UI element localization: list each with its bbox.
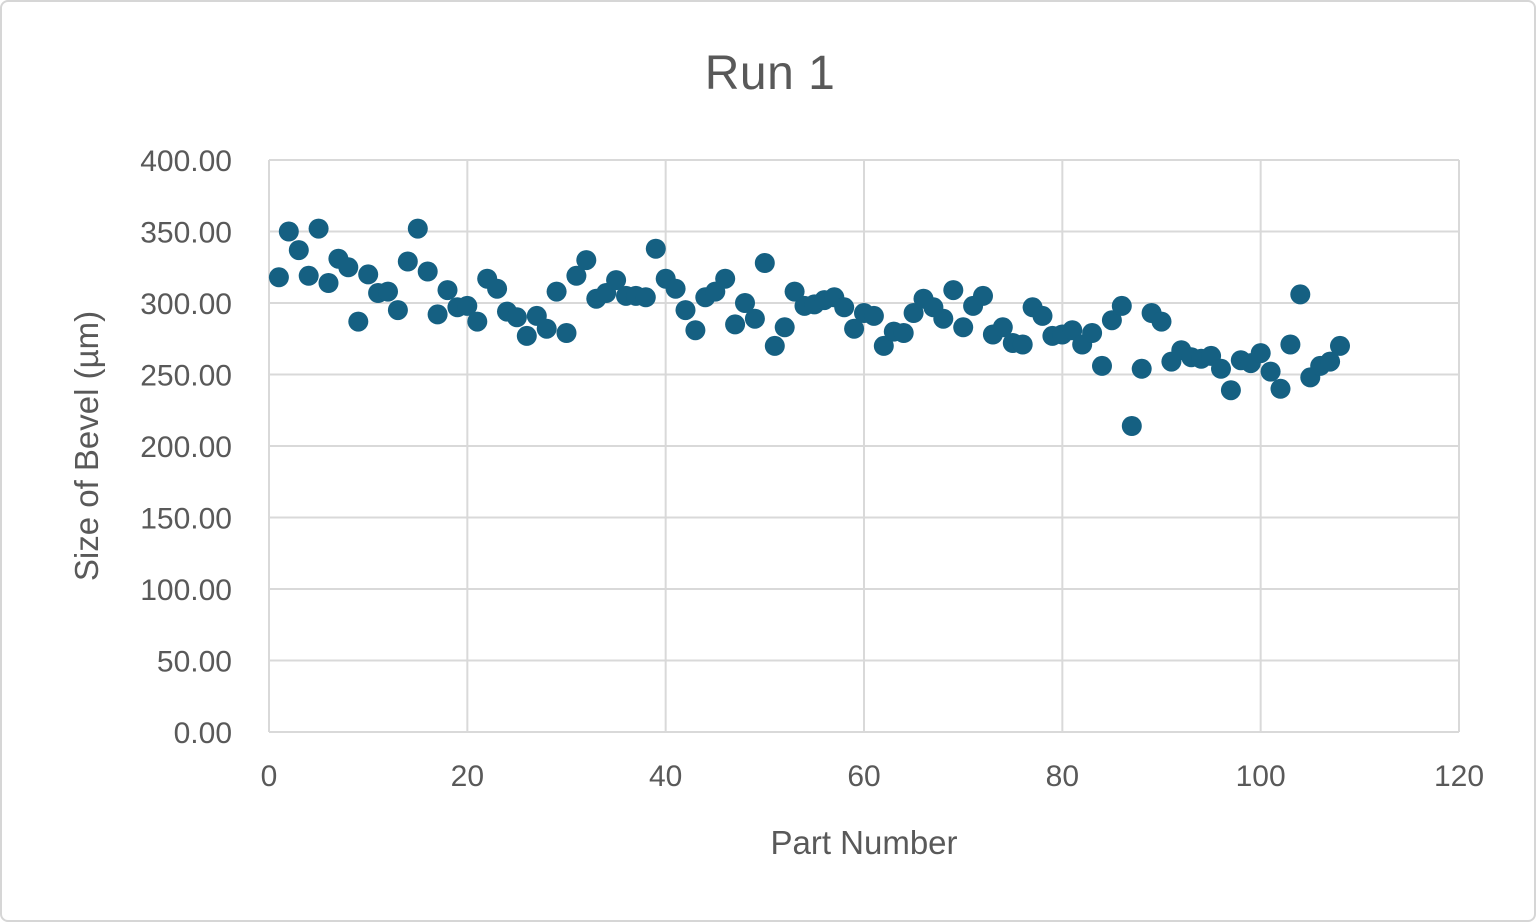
- data-point: [1250, 343, 1271, 364]
- data-point: [893, 323, 914, 343]
- data-point: [764, 335, 785, 356]
- data-point: [1280, 334, 1301, 355]
- data-point: [427, 304, 448, 325]
- data-point: [516, 325, 537, 346]
- data-point: [863, 305, 884, 326]
- data-point: [665, 278, 686, 299]
- y-tick-label: 150.00: [140, 503, 232, 536]
- data-point: [1032, 305, 1053, 326]
- data-point: [844, 318, 865, 339]
- data-point: [685, 320, 706, 341]
- data-point: [338, 257, 359, 278]
- data-point: [1082, 323, 1103, 343]
- data-point: [536, 318, 557, 339]
- data-point: [1151, 311, 1172, 332]
- x-tick-label: 80: [1046, 760, 1079, 793]
- data-point: [1121, 416, 1142, 436]
- data-point: [387, 300, 408, 321]
- data-point: [298, 265, 319, 286]
- data-point: [546, 281, 567, 302]
- data-point: [1320, 351, 1341, 372]
- x-tick-label: 0: [261, 760, 278, 793]
- y-tick-label: 50.00: [157, 646, 232, 679]
- data-point: [437, 280, 458, 301]
- data-point: [566, 265, 587, 286]
- data-point: [457, 295, 478, 316]
- data-point: [725, 314, 746, 335]
- data-point: [288, 240, 309, 261]
- y-tick-label: 200.00: [140, 431, 232, 464]
- data-point: [606, 270, 627, 291]
- data-point: [1220, 380, 1241, 401]
- chart-title: Run 1: [704, 47, 836, 100]
- data-point: [834, 297, 855, 318]
- x-tick-label: 20: [451, 760, 484, 793]
- y-tick-label: 300.00: [140, 288, 232, 321]
- data-point: [407, 218, 428, 239]
- data-point: [278, 221, 299, 242]
- data-point: [645, 238, 666, 259]
- data-point: [318, 273, 339, 293]
- data-point: [784, 281, 805, 302]
- y-tick-label: 350.00: [140, 217, 232, 250]
- data-point: [1131, 358, 1152, 379]
- y-tick-label: 100.00: [140, 574, 232, 607]
- data-point: [358, 264, 379, 285]
- data-point: [397, 251, 418, 272]
- data-point: [1330, 335, 1350, 356]
- data-point: [992, 317, 1013, 338]
- data-point: [1092, 355, 1112, 376]
- data-point: [576, 250, 597, 271]
- y-tick-label: 250.00: [140, 360, 232, 393]
- data-point: [1290, 284, 1311, 305]
- data-point: [1101, 310, 1122, 331]
- data-point: [715, 268, 736, 289]
- data-point: [487, 278, 508, 299]
- data-point: [774, 317, 795, 338]
- y-tick-label: 0.00: [174, 717, 232, 750]
- data-point: [933, 308, 954, 329]
- y-tick-label: 400.00: [140, 145, 232, 178]
- data-point: [1012, 334, 1033, 355]
- data-point: [556, 323, 577, 343]
- data-point: [903, 303, 924, 323]
- data-point: [873, 335, 894, 356]
- data-point: [348, 311, 369, 332]
- data-point: [744, 308, 765, 329]
- x-tick-label: 40: [649, 760, 682, 793]
- data-point: [308, 218, 329, 239]
- data-point: [467, 311, 488, 332]
- data-point: [973, 285, 993, 306]
- y-axis-title: Size of Bevel (µm): [68, 310, 105, 582]
- data-point: [943, 280, 964, 301]
- x-axis-title: Part Number: [770, 824, 958, 861]
- x-tick-label: 100: [1236, 760, 1286, 793]
- data-point: [1211, 358, 1231, 379]
- data-point: [735, 293, 755, 313]
- data-point: [1260, 361, 1281, 382]
- data-point: [1111, 295, 1132, 316]
- data-point: [378, 281, 398, 302]
- data-point: [635, 287, 656, 308]
- data-point: [1062, 320, 1083, 341]
- data-point: [953, 317, 974, 338]
- data-point: [417, 261, 438, 282]
- data-point: [506, 307, 527, 328]
- data-point: [268, 267, 289, 288]
- x-tick-label: 120: [1434, 760, 1484, 793]
- x-tick-label: 60: [847, 760, 880, 793]
- data-point: [754, 253, 775, 273]
- data-point: [675, 300, 696, 321]
- data-point: [1270, 378, 1291, 399]
